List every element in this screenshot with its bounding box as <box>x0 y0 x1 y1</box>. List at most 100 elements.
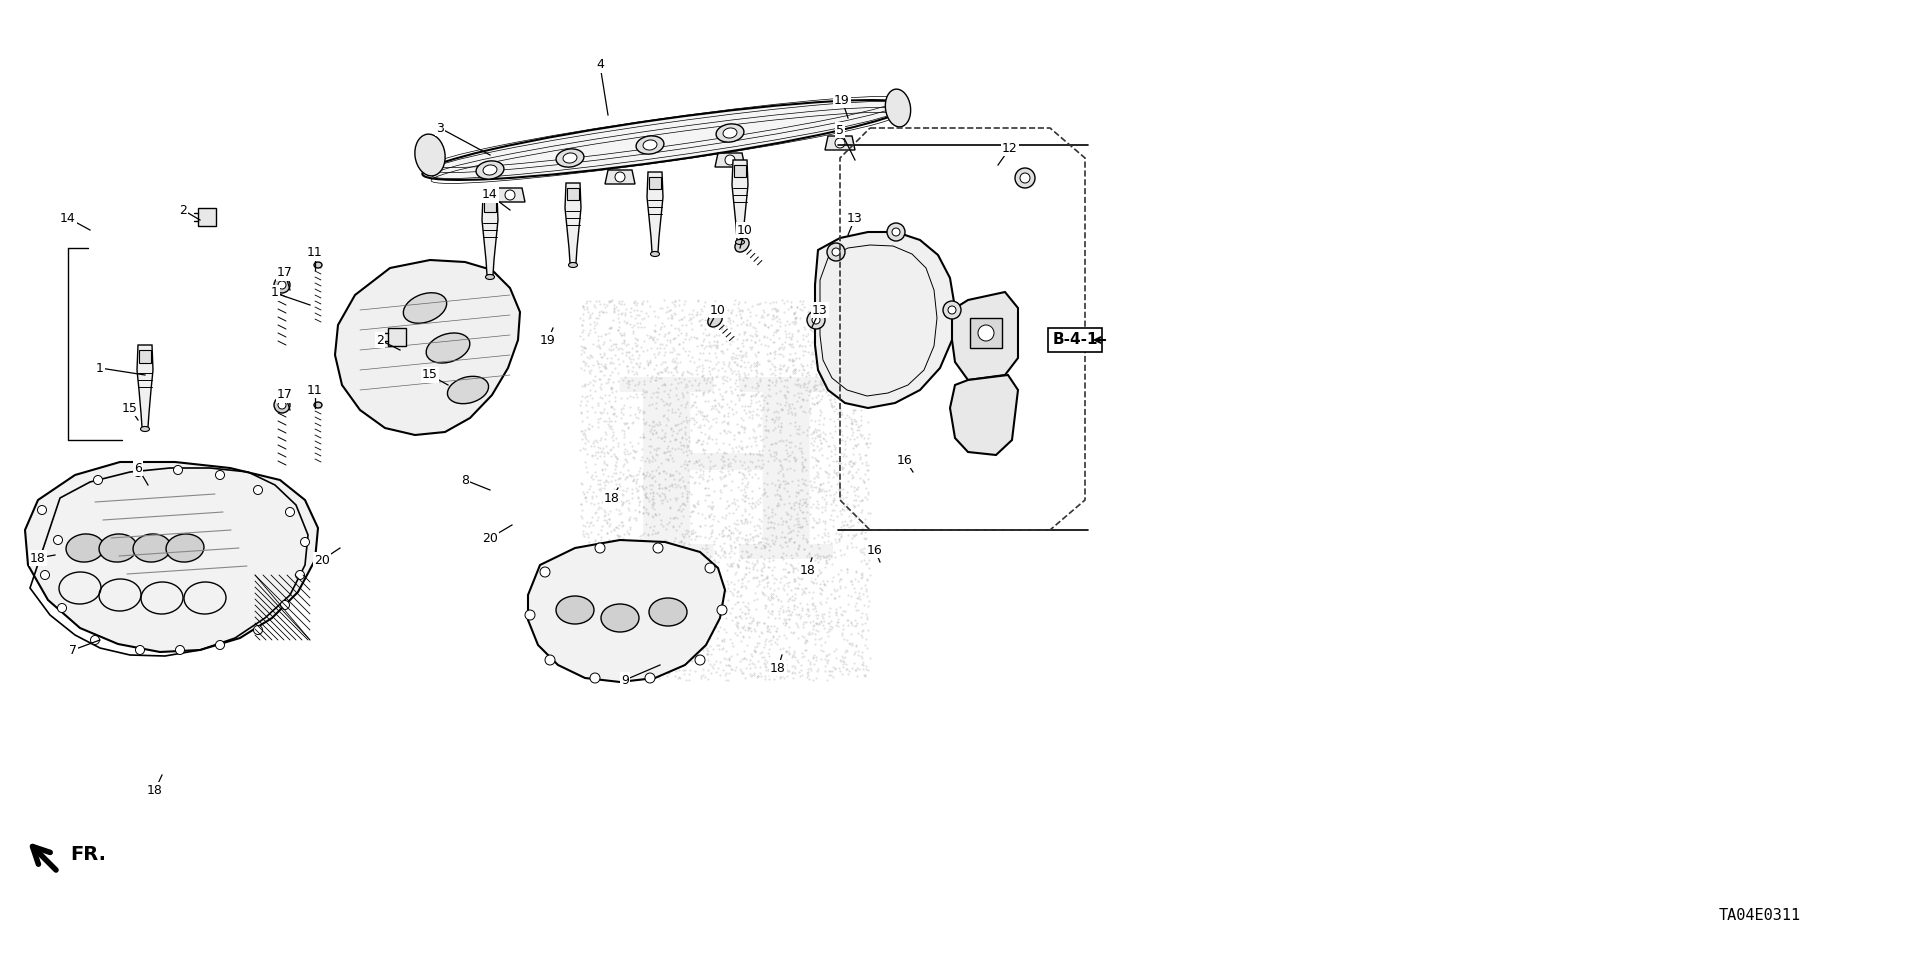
Text: 4: 4 <box>595 58 605 72</box>
Ellipse shape <box>557 149 584 167</box>
Circle shape <box>595 543 605 553</box>
Ellipse shape <box>636 136 664 154</box>
Bar <box>388 328 405 346</box>
Text: TA04E0311: TA04E0311 <box>1718 907 1801 923</box>
Text: 16: 16 <box>868 544 883 556</box>
Circle shape <box>90 636 100 644</box>
Polygon shape <box>136 345 154 427</box>
Text: 1: 1 <box>96 362 104 375</box>
Ellipse shape <box>708 313 722 327</box>
Ellipse shape <box>426 333 470 363</box>
Bar <box>198 208 215 226</box>
Ellipse shape <box>563 152 578 163</box>
Text: FR.: FR. <box>69 845 106 864</box>
Polygon shape <box>714 153 745 167</box>
Circle shape <box>524 610 536 620</box>
Polygon shape <box>25 462 319 652</box>
Circle shape <box>1020 173 1029 183</box>
Polygon shape <box>334 260 520 435</box>
Circle shape <box>301 537 309 547</box>
Ellipse shape <box>735 240 745 245</box>
Circle shape <box>40 571 50 579</box>
Circle shape <box>887 223 904 241</box>
Polygon shape <box>952 292 1018 380</box>
Ellipse shape <box>415 134 445 175</box>
Circle shape <box>806 311 826 329</box>
Circle shape <box>296 571 305 579</box>
Circle shape <box>828 243 845 261</box>
Ellipse shape <box>315 402 323 408</box>
Text: H: H <box>607 369 843 611</box>
Bar <box>970 318 1002 348</box>
Text: 5: 5 <box>835 124 845 136</box>
Circle shape <box>38 505 46 514</box>
Ellipse shape <box>649 598 687 626</box>
Ellipse shape <box>100 534 136 562</box>
Bar <box>484 200 495 212</box>
Text: 18: 18 <box>605 492 620 504</box>
Text: 19: 19 <box>540 334 557 346</box>
Ellipse shape <box>486 274 495 279</box>
Text: 10: 10 <box>710 303 726 316</box>
Ellipse shape <box>447 376 488 404</box>
Text: 6: 6 <box>134 461 142 475</box>
Ellipse shape <box>165 534 204 562</box>
Circle shape <box>726 155 735 165</box>
Text: 10: 10 <box>737 223 753 237</box>
Circle shape <box>215 471 225 480</box>
Text: 14: 14 <box>60 212 77 224</box>
Circle shape <box>545 655 555 665</box>
Circle shape <box>173 465 182 475</box>
Ellipse shape <box>315 262 323 268</box>
Bar <box>138 350 152 363</box>
Ellipse shape <box>403 292 447 323</box>
Polygon shape <box>732 160 749 240</box>
Text: 7: 7 <box>69 643 77 657</box>
Circle shape <box>505 190 515 200</box>
Bar <box>649 177 660 189</box>
Text: 3: 3 <box>436 122 444 134</box>
Bar <box>566 188 580 200</box>
Bar <box>733 165 747 177</box>
Circle shape <box>645 673 655 683</box>
Circle shape <box>589 673 599 683</box>
Text: B-4-1: B-4-1 <box>1052 333 1098 347</box>
Text: 2: 2 <box>179 203 186 217</box>
Polygon shape <box>647 172 662 252</box>
Circle shape <box>653 543 662 553</box>
Ellipse shape <box>735 238 749 252</box>
Text: 20: 20 <box>315 553 330 567</box>
Text: 15: 15 <box>123 402 138 414</box>
Circle shape <box>893 228 900 236</box>
Circle shape <box>253 625 263 635</box>
Polygon shape <box>605 170 636 184</box>
Ellipse shape <box>140 427 150 432</box>
Circle shape <box>716 605 728 615</box>
Circle shape <box>134 467 142 477</box>
Text: 19: 19 <box>833 93 851 106</box>
Polygon shape <box>950 375 1018 455</box>
Text: 12: 12 <box>1002 142 1018 154</box>
Text: 13: 13 <box>812 303 828 316</box>
Polygon shape <box>495 188 524 202</box>
Text: 20: 20 <box>482 531 497 545</box>
Circle shape <box>94 476 102 484</box>
Circle shape <box>58 603 67 613</box>
Text: 2: 2 <box>376 334 384 346</box>
Circle shape <box>175 645 184 654</box>
Ellipse shape <box>132 534 171 562</box>
Text: 18: 18 <box>31 551 46 565</box>
Ellipse shape <box>724 128 737 138</box>
Circle shape <box>540 567 549 577</box>
Circle shape <box>812 316 820 324</box>
Polygon shape <box>826 136 854 150</box>
Text: 16: 16 <box>897 454 912 466</box>
Text: 8: 8 <box>461 474 468 486</box>
Text: 9: 9 <box>620 673 630 687</box>
Text: 15: 15 <box>422 368 438 382</box>
Text: 14: 14 <box>482 189 497 201</box>
Ellipse shape <box>65 534 104 562</box>
Ellipse shape <box>484 165 497 175</box>
Circle shape <box>286 507 294 517</box>
Text: 17: 17 <box>276 267 294 279</box>
